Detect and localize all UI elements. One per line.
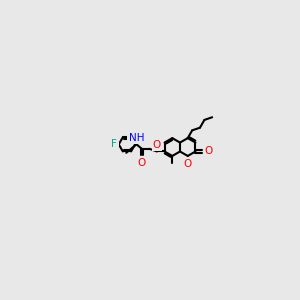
Text: F: F	[111, 140, 117, 149]
Text: NH: NH	[129, 133, 144, 143]
Text: O: O	[184, 159, 192, 169]
Text: O: O	[138, 158, 146, 168]
Text: O: O	[205, 146, 213, 157]
Text: O: O	[153, 140, 161, 150]
